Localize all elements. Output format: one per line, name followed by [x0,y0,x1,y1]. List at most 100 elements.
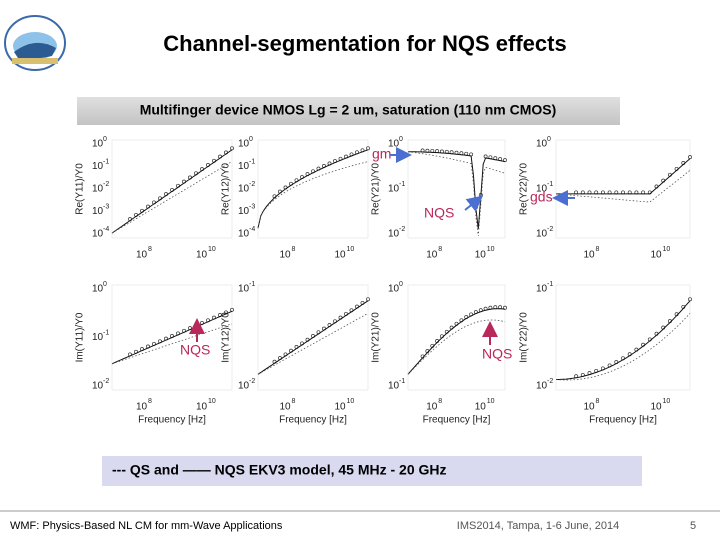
annotations: gm gds NQS NQS NQS [180,146,575,362]
qs-curve [111,161,233,234]
y-tick-base: 10 [92,206,104,217]
y-tick-base: 10 [536,381,548,392]
qs-curve [555,170,691,203]
qs-curve [257,161,369,229]
y-tick-exp: 0 [547,136,551,143]
y-tick-base: 10 [536,284,548,295]
x-tick-exp: 8 [596,246,600,253]
slide-title: Channel-segmentation for NQS effects [163,31,566,56]
nqs-curve [111,310,233,365]
y-tick-exp: -2 [103,181,109,188]
y-tick-base: 10 [536,184,548,195]
y-tick-base: 10 [238,184,250,195]
x-tick-base: 10 [426,250,438,261]
footer-left: WMF: Physics-Based NL CM for mm-Wave App… [10,520,283,532]
y-tick-exp: 0 [103,281,107,288]
x-tick-exp: 10 [663,246,671,253]
x-tick-exp: 8 [438,398,442,405]
nqs-curve [556,158,691,195]
x-tick-exp: 8 [292,398,296,405]
qs-curve [111,323,233,365]
y-tick-base: 10 [238,161,250,172]
y-tick-exp: 0 [249,136,253,143]
y-axis-label: Re(Y11)/Y0 [75,163,86,215]
x-tick-base: 10 [426,402,438,413]
nqs-curve [408,151,506,229]
y-tick-base: 10 [388,184,400,195]
x-tick-base: 10 [584,250,596,261]
qs-curve [257,313,369,375]
x-tick-exp: 8 [292,246,296,253]
plot-area [555,139,691,239]
y-tick-exp: -1 [103,158,109,165]
y-tick-base: 10 [92,284,104,295]
x-tick-base: 10 [335,250,347,261]
x-tick-exp: 10 [208,398,216,405]
y-axis-label: Im(Y12)/Y0 [221,312,232,363]
x-tick-base: 10 [196,250,208,261]
x-tick-base: 10 [136,250,148,261]
y-axis-label: Re(Y22)/Y0 [519,162,530,215]
measurement-dot [503,158,507,163]
y-tick-exp: 0 [103,136,107,143]
y-tick-exp: -2 [399,226,405,233]
y-tick-exp: -2 [249,181,255,188]
qs-curve [555,313,691,381]
measurement-dot [503,305,507,310]
nqs-label: NQS [180,342,210,358]
y-tick-base: 10 [388,284,400,295]
plot-area [407,284,506,391]
y-tick-exp: -1 [249,158,255,165]
x-axis-label: Frequency [Hz] [138,415,206,426]
subtitle-box [77,97,620,125]
x-tick-exp: 10 [487,246,495,253]
y-tick-base: 10 [388,139,400,150]
x-tick-exp: 10 [347,246,355,253]
y-tick-exp: -1 [547,181,553,188]
x-tick-base: 10 [584,402,596,413]
qs-curve [407,319,506,375]
y-axis-label: Im(Y21)/Y0 [371,312,382,363]
x-tick-exp: 8 [148,398,152,405]
y-tick-base: 10 [536,229,548,240]
nqs-curve [556,300,691,380]
x-axis-label: Frequency [Hz] [423,415,491,426]
x-tick-exp: 10 [347,398,355,405]
y-tick-exp: -1 [399,181,405,188]
plot-area [555,284,691,391]
y-tick-exp: -3 [249,203,255,210]
y-tick-base: 10 [92,139,104,150]
y-tick-base: 10 [238,139,250,150]
y-tick-base: 10 [92,381,104,392]
y-tick-base: 10 [238,229,250,240]
x-tick-base: 10 [651,250,663,261]
y-tick-exp: -1 [103,329,109,336]
y-axis-label: Im(Y11)/Y0 [75,312,86,362]
nqs-curve [111,149,233,234]
subtitle: Multifinger device NMOS Lg = 2 um, satur… [140,102,557,118]
y-tick-exp: -4 [249,226,255,233]
y-axis-label: Re(Y12)/Y0 [221,162,232,215]
y-tick-base: 10 [92,184,104,195]
y-axis-label: Re(Y21)/Y0 [371,162,382,215]
x-axis-label: Frequency [Hz] [279,415,347,426]
x-tick-base: 10 [475,250,487,261]
y-tick-base: 10 [238,284,250,295]
plot-area [257,139,369,239]
x-tick-base: 10 [136,402,148,413]
x-axis-label: Frequency [Hz] [589,415,657,426]
nqs-curve [257,300,369,375]
y-tick-exp: -2 [547,226,553,233]
y-tick-base: 10 [92,332,104,343]
nqs-label: NQS [482,346,512,362]
y-tick-base: 10 [536,139,548,150]
x-tick-base: 10 [280,402,292,413]
x-tick-base: 10 [280,250,292,261]
x-tick-exp: 10 [663,398,671,405]
y-tick-exp: -3 [103,203,109,210]
x-tick-exp: 8 [438,246,442,253]
nqs-label: NQS [424,205,454,221]
y-axis-label: Im(Y22)/Y0 [519,312,530,363]
arrow [464,195,484,212]
